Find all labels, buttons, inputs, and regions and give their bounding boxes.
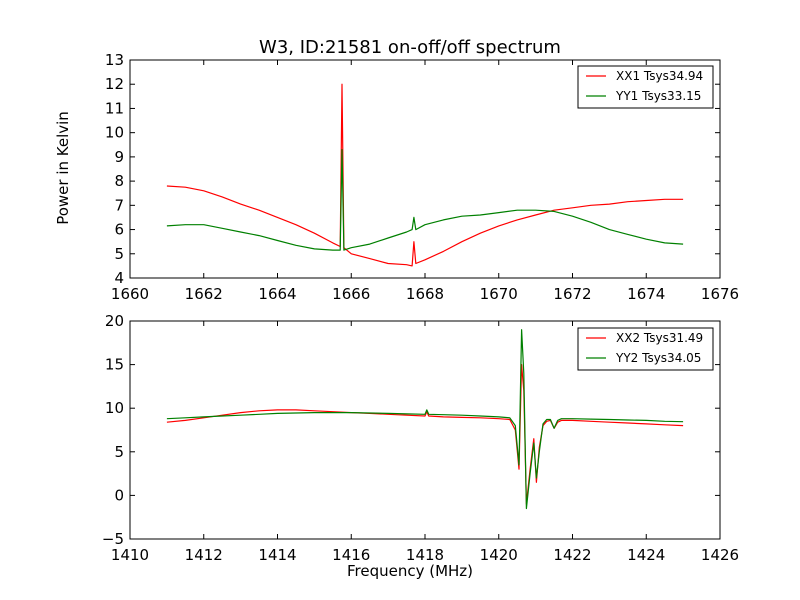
- bottom-x-axis-label: Frequency (MHz): [347, 562, 473, 580]
- bottom-x-tick-label: 1426: [701, 546, 739, 564]
- bottom-y-tick-label: 10: [105, 399, 124, 417]
- bottom-subplot: Frequency (MHz) 1410 1412 1414 1416 1418 1420…: [102, 312, 739, 580]
- top-series-layer: [166, 83, 684, 267]
- bottom-plot-frame: [129, 320, 721, 540]
- top-series-line-2: [166, 149, 684, 251]
- top-y-tick-label: 13: [105, 51, 124, 69]
- bottom-axis-ticks: 1410 1412 1414 1416 1418 1420 1422 1424 1426 −5 0 5…: [102, 312, 739, 564]
- bottom-legend-label-xx2: XX2 Tsys31.49: [616, 331, 703, 345]
- top-axis-ticks: 1660 1662 1664 1666 1668 1670 1672 1674 1676 4 5 6 7…: [105, 51, 739, 303]
- bottom-y-tick-label: 15: [105, 356, 124, 374]
- bottom-series-line-2: [166, 329, 684, 510]
- top-legend-label-yy1: YY1 Tsys33.15: [615, 89, 701, 103]
- top-chart-title: W3, ID:21581 on-off/off spectrum: [259, 37, 561, 58]
- top-x-tick-label: 1672: [553, 285, 591, 303]
- bottom-y-tick-label: 5: [114, 443, 124, 461]
- top-x-tick-label: 1676: [701, 285, 739, 303]
- top-y-tick-label: 8: [114, 172, 124, 190]
- top-subplot: W3, ID:21581 on-off/off spectrum Power i…: [54, 37, 739, 303]
- bottom-legend: XX2 Tsys31.49 YY2 Tsys34.05: [577, 327, 714, 371]
- top-legend-label-xx1: XX1 Tsys34.94: [616, 69, 703, 83]
- top-x-tick-label: 1660: [111, 285, 149, 303]
- top-y-tick-label: 4: [114, 269, 124, 287]
- top-series-line-1: [166, 83, 684, 267]
- bottom-legend-box: [577, 327, 714, 371]
- top-plot-frame: [129, 59, 721, 279]
- top-legend-box: [577, 65, 714, 109]
- bottom-series-layer: [166, 329, 684, 510]
- bottom-x-tick-label: 1420: [480, 546, 518, 564]
- top-x-tick-label: 1662: [185, 285, 223, 303]
- top-x-tick-label: 1664: [258, 285, 296, 303]
- top-x-tick-label: 1668: [406, 285, 444, 303]
- top-x-tick-label: 1666: [332, 285, 370, 303]
- top-y-tick-label: 11: [105, 99, 124, 117]
- top-y-tick-label: 9: [114, 148, 124, 166]
- bottom-y-tick-label: 0: [114, 486, 124, 504]
- bottom-x-tick-label: 1418: [406, 546, 444, 564]
- top-y-tick-label: 12: [105, 75, 124, 93]
- top-y-tick-label: 7: [114, 196, 124, 214]
- bottom-x-tick-label: 1422: [553, 546, 591, 564]
- bottom-x-tick-label: 1416: [332, 546, 370, 564]
- top-legend: XX1 Tsys34.94 YY1 Tsys33.15: [577, 65, 714, 109]
- bottom-y-tick-label: 20: [105, 312, 124, 330]
- top-y-tick-label: 6: [114, 221, 124, 239]
- bottom-x-tick-label: 1412: [185, 546, 223, 564]
- bottom-x-tick-label: 1410: [111, 546, 149, 564]
- bottom-legend-label-yy2: YY2 Tsys34.05: [615, 351, 701, 365]
- top-y-tick-label: 5: [114, 245, 124, 263]
- bottom-x-tick-label: 1424: [627, 546, 665, 564]
- top-x-tick-label: 1674: [627, 285, 665, 303]
- bottom-x-tick-label: 1414: [258, 546, 296, 564]
- bottom-series-line-1: [166, 364, 684, 505]
- bottom-y-tick-label: −5: [102, 530, 124, 548]
- top-x-tick-label: 1670: [480, 285, 518, 303]
- top-y-axis-label: Power in Kelvin: [54, 111, 72, 225]
- top-y-tick-label: 10: [105, 124, 124, 142]
